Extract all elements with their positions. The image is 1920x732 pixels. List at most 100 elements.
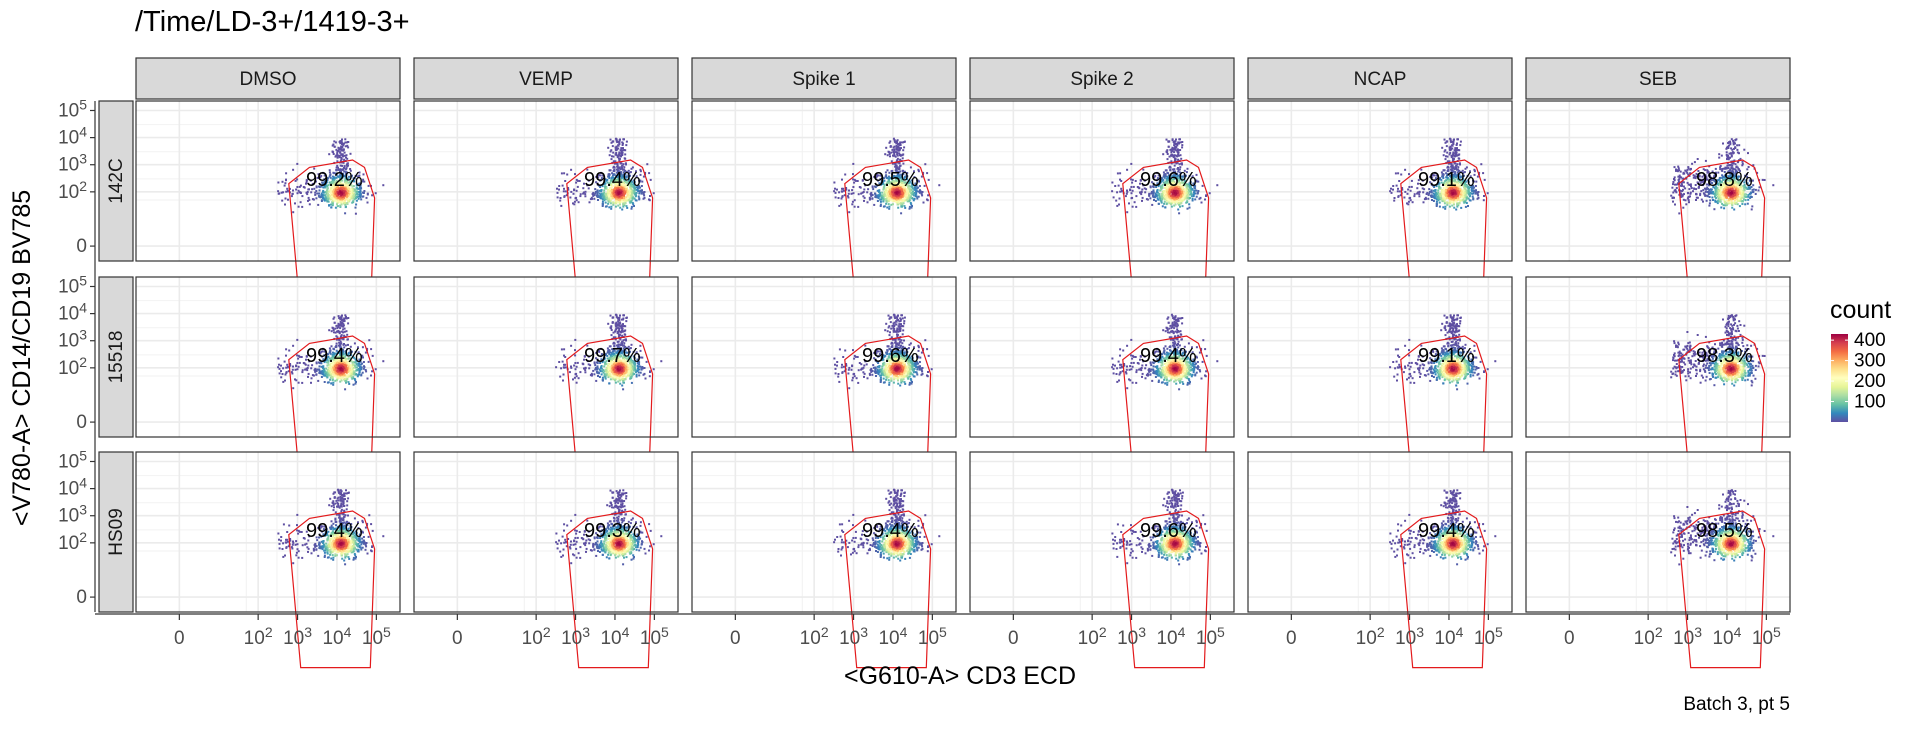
density-point bbox=[316, 192, 319, 195]
density-point bbox=[619, 168, 622, 171]
density-point bbox=[610, 158, 613, 161]
density-point bbox=[1170, 183, 1172, 186]
density-point bbox=[306, 191, 309, 193]
density-point bbox=[1181, 196, 1184, 199]
density-point bbox=[1446, 155, 1449, 158]
density-point bbox=[625, 205, 628, 208]
density-point bbox=[1152, 185, 1154, 188]
density-point bbox=[628, 195, 631, 198]
density-point bbox=[1180, 175, 1183, 178]
density-point bbox=[874, 194, 877, 197]
density-point bbox=[347, 181, 350, 184]
density-point bbox=[1452, 140, 1455, 143]
density-point bbox=[888, 171, 891, 174]
density-point bbox=[885, 193, 888, 196]
density-point bbox=[893, 148, 896, 151]
density-point bbox=[616, 185, 618, 187]
density-point bbox=[329, 190, 332, 193]
density-point bbox=[1139, 191, 1142, 194]
density-point bbox=[1171, 149, 1174, 152]
density-point bbox=[358, 187, 361, 190]
density-point bbox=[621, 164, 624, 167]
density-point bbox=[631, 197, 634, 200]
density-point bbox=[602, 196, 605, 199]
density-point bbox=[624, 162, 627, 165]
density-point bbox=[1154, 200, 1157, 202]
density-point bbox=[609, 188, 612, 191]
density-point bbox=[330, 203, 332, 206]
density-point bbox=[1390, 187, 1392, 190]
density-point bbox=[352, 200, 355, 203]
density-point bbox=[577, 201, 580, 204]
density-point bbox=[1166, 151, 1169, 154]
density-point bbox=[1187, 197, 1190, 200]
density-point bbox=[627, 169, 630, 172]
density-point bbox=[902, 162, 905, 165]
density-point bbox=[1451, 200, 1454, 203]
density-point bbox=[354, 174, 357, 177]
density-point bbox=[1426, 191, 1429, 194]
density-point bbox=[870, 191, 873, 194]
density-point bbox=[1171, 184, 1174, 187]
density-point bbox=[1456, 138, 1459, 141]
density-point bbox=[1439, 196, 1442, 199]
density-point bbox=[336, 164, 339, 167]
density-point bbox=[619, 138, 621, 141]
density-point bbox=[344, 138, 347, 141]
density-point bbox=[1160, 186, 1163, 189]
density-point bbox=[887, 199, 890, 202]
density-point bbox=[277, 192, 280, 195]
density-point bbox=[357, 176, 360, 179]
density-point bbox=[342, 196, 345, 199]
density-point bbox=[1167, 188, 1170, 191]
density-point bbox=[624, 157, 627, 160]
density-point bbox=[584, 190, 587, 193]
density-point bbox=[321, 195, 324, 198]
density-point bbox=[852, 186, 855, 188]
density-point bbox=[349, 198, 351, 201]
density-point bbox=[1395, 184, 1398, 187]
density-point bbox=[604, 193, 607, 195]
density-point bbox=[901, 178, 904, 181]
density-point bbox=[320, 185, 323, 188]
density-point bbox=[352, 192, 355, 195]
density-point bbox=[1163, 197, 1166, 200]
density-point bbox=[1180, 198, 1183, 201]
density-point bbox=[914, 194, 917, 196]
density-point bbox=[1167, 195, 1170, 198]
density-point bbox=[602, 193, 605, 195]
density-point bbox=[1174, 201, 1177, 204]
density-point bbox=[1180, 157, 1183, 160]
density-point bbox=[632, 174, 635, 177]
density-point bbox=[603, 191, 606, 194]
density-point bbox=[639, 170, 642, 173]
density-point bbox=[870, 194, 873, 197]
density-point bbox=[1157, 178, 1160, 181]
density-point bbox=[1175, 198, 1178, 200]
density-point bbox=[1149, 185, 1152, 188]
density-point bbox=[340, 145, 343, 148]
density-point bbox=[330, 192, 333, 195]
density-point bbox=[897, 175, 900, 178]
density-point bbox=[1674, 203, 1676, 206]
density-point bbox=[885, 202, 888, 205]
density-point bbox=[1437, 197, 1440, 200]
density-point bbox=[613, 177, 616, 180]
density-point bbox=[1144, 191, 1147, 194]
density-point bbox=[617, 198, 620, 201]
density-point bbox=[1146, 198, 1149, 201]
density-point bbox=[296, 178, 299, 181]
density-point bbox=[359, 196, 362, 199]
density-point bbox=[339, 205, 342, 208]
density-point bbox=[926, 172, 929, 175]
density-point bbox=[1126, 168, 1129, 171]
density-point bbox=[1170, 205, 1173, 208]
density-point bbox=[894, 175, 897, 178]
density-point bbox=[609, 138, 612, 141]
density-point bbox=[323, 198, 326, 201]
density-point bbox=[342, 149, 345, 152]
density-point bbox=[920, 193, 923, 195]
density-point bbox=[900, 212, 903, 215]
density-point bbox=[337, 186, 339, 189]
density-point bbox=[604, 201, 607, 204]
